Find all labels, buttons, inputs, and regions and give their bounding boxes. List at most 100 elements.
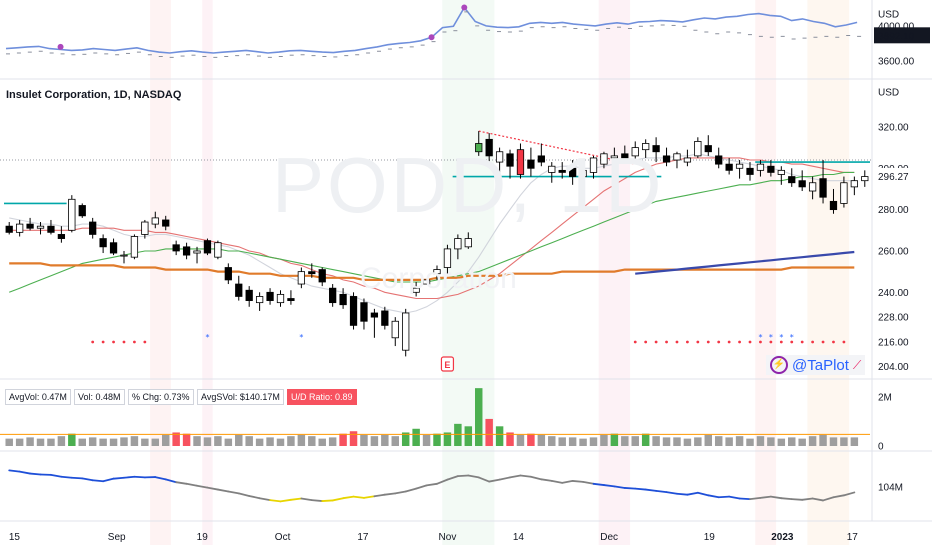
- candle[interactable]: [422, 279, 431, 285]
- candle[interactable]: [297, 267, 305, 289]
- volume-bar: [214, 436, 222, 446]
- candle[interactable]: [808, 176, 817, 200]
- candle[interactable]: [433, 265, 441, 280]
- candle[interactable]: [109, 238, 118, 256]
- candle[interactable]: [485, 133, 493, 167]
- candle[interactable]: [673, 151, 681, 169]
- candle[interactable]: [829, 188, 838, 214]
- candle[interactable]: [412, 281, 420, 297]
- candle[interactable]: [99, 234, 107, 254]
- candle[interactable]: [68, 195, 76, 233]
- candle[interactable]: [569, 160, 577, 185]
- candle[interactable]: [308, 263, 316, 278]
- candle[interactable]: [621, 145, 629, 163]
- candle[interactable]: [454, 234, 462, 260]
- candle[interactable]: [57, 226, 66, 243]
- price-pane[interactable]: * * * * * * E: [0, 130, 872, 372]
- candle[interactable]: [381, 306, 389, 330]
- candle[interactable]: [224, 263, 232, 285]
- candle[interactable]: [819, 160, 827, 204]
- candle-body: [224, 267, 232, 281]
- candle[interactable]: [47, 219, 55, 235]
- candle[interactable]: [694, 137, 702, 158]
- candle-body: [402, 312, 410, 351]
- candle[interactable]: [861, 170, 869, 187]
- candle[interactable]: [777, 166, 785, 185]
- candle[interactable]: [329, 284, 337, 307]
- candle[interactable]: [193, 246, 201, 264]
- top-pane[interactable]: [5, 4, 862, 58]
- candle[interactable]: [151, 211, 159, 229]
- candle[interactable]: [704, 135, 712, 156]
- volume-pane[interactable]: [0, 388, 870, 446]
- candle[interactable]: [579, 166, 587, 185]
- candle[interactable]: [631, 141, 639, 161]
- candle[interactable]: [516, 143, 525, 179]
- candle[interactable]: [255, 292, 264, 311]
- candle[interactable]: [266, 288, 274, 305]
- candle[interactable]: [172, 240, 180, 256]
- candle[interactable]: [443, 244, 452, 274]
- candle[interactable]: [464, 232, 472, 249]
- candle[interactable]: [600, 151, 608, 169]
- candle[interactable]: [141, 219, 149, 239]
- candle[interactable]: [89, 217, 97, 239]
- earnings-marker[interactable]: E: [440, 356, 455, 372]
- candle[interactable]: [652, 137, 660, 163]
- candle[interactable]: [36, 222, 45, 235]
- candle[interactable]: [725, 157, 733, 175]
- candle-body: [861, 176, 869, 182]
- candle[interactable]: [5, 222, 13, 235]
- candle[interactable]: [756, 160, 765, 177]
- candle[interactable]: [475, 131, 483, 156]
- candle[interactable]: [349, 292, 358, 330]
- candle[interactable]: [162, 215, 170, 231]
- candle[interactable]: [402, 308, 410, 357]
- price-axis[interactable]: USD4000.003600.003892.10USD320.00300.002…: [874, 10, 930, 494]
- candle[interactable]: [360, 298, 368, 330]
- candle[interactable]: [558, 162, 566, 179]
- candle[interactable]: [318, 267, 326, 287]
- candle[interactable]: [245, 286, 253, 307]
- candle[interactable]: [370, 308, 379, 338]
- candle[interactable]: [746, 162, 754, 181]
- candle[interactable]: [235, 275, 243, 301]
- candle[interactable]: [391, 317, 399, 347]
- candle[interactable]: [767, 160, 775, 177]
- candle[interactable]: [642, 139, 650, 158]
- candle[interactable]: [662, 147, 671, 167]
- candle[interactable]: [850, 176, 858, 196]
- candle[interactable]: [120, 250, 128, 264]
- candle[interactable]: [506, 149, 514, 179]
- candle[interactable]: [276, 290, 285, 307]
- chart-title[interactable]: Insulet Corporation, 1D, NASDAQ: [6, 89, 182, 101]
- candle[interactable]: [203, 238, 212, 256]
- candle[interactable]: [16, 219, 24, 237]
- candle[interactable]: [130, 234, 139, 260]
- candle[interactable]: [589, 155, 598, 179]
- time-axis[interactable]: 15 Sep 19 Oct 17 Nov 14 Dec 19 2023 17: [9, 532, 858, 543]
- candle[interactable]: [798, 170, 806, 192]
- candle[interactable]: [214, 240, 222, 260]
- time-tick-label: Nov: [439, 532, 457, 543]
- rs-pane[interactable]: [8, 469, 856, 503]
- candle[interactable]: [840, 176, 848, 208]
- volume-bar: [349, 431, 358, 446]
- candle[interactable]: [683, 149, 692, 167]
- candle[interactable]: [182, 242, 191, 260]
- candle[interactable]: [788, 168, 796, 187]
- candle[interactable]: [548, 162, 556, 183]
- candle[interactable]: [287, 290, 295, 305]
- candle[interactable]: [537, 143, 545, 167]
- candle[interactable]: [715, 147, 723, 169]
- candle[interactable]: [78, 203, 86, 218]
- candle[interactable]: [610, 147, 619, 163]
- candle[interactable]: [735, 160, 744, 179]
- candle[interactable]: [527, 147, 535, 177]
- candle[interactable]: [495, 147, 504, 175]
- candle[interactable]: [339, 288, 347, 309]
- rs-line-segment: [822, 496, 835, 502]
- candle[interactable]: [26, 217, 34, 231]
- taplot-brand[interactable]: ⚡ @TaPlot ⟋: [766, 355, 866, 375]
